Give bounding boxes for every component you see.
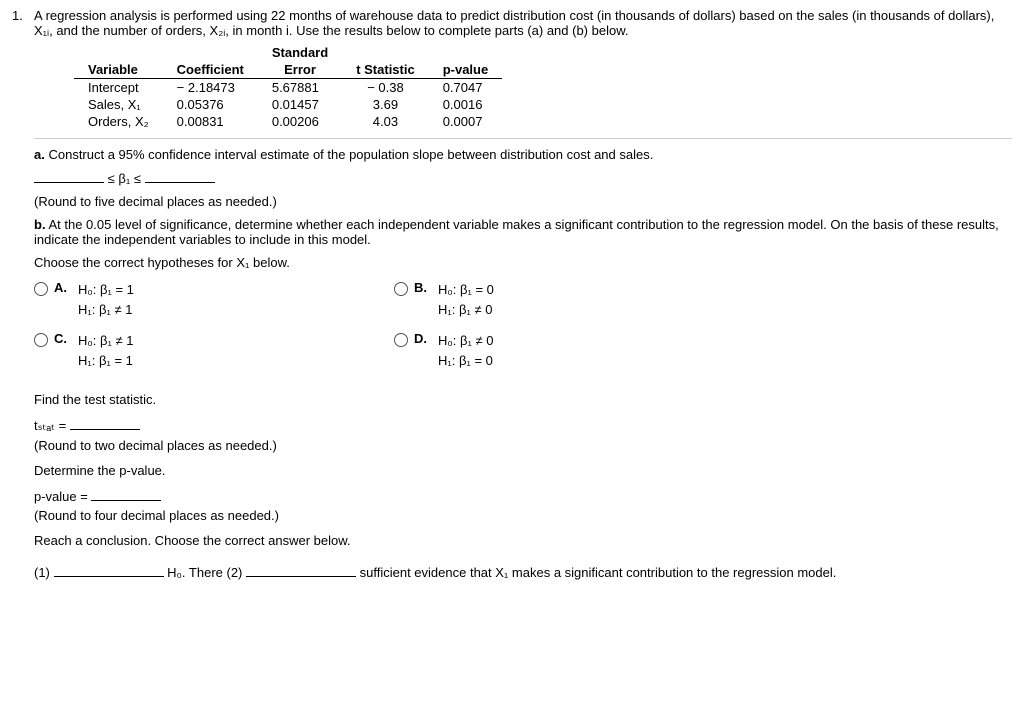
cell-coef: 0.00831 [163, 113, 258, 130]
part-a-hint: (Round to five decimal places as needed.… [34, 194, 1012, 209]
radio-d[interactable] [394, 333, 408, 347]
header-standard: Standard [258, 44, 342, 61]
radio-b[interactable] [394, 282, 408, 296]
tstat-hint: (Round to two decimal places as needed.) [34, 438, 1012, 453]
table-row: Intercept − 2.18473 5.67881 − 0.38 0.704… [74, 79, 502, 97]
choice-c-letter: C. [54, 331, 72, 346]
cell-se: 0.01457 [258, 96, 342, 113]
divider [34, 138, 1012, 139]
choice-d-h1: H₁: β₁ = 0 [438, 353, 493, 368]
part-b-text: At the 0.05 level of significance, deter… [34, 217, 999, 247]
ci-upper-input[interactable] [145, 170, 215, 183]
table-row: Sales, X₁ 0.05376 0.01457 3.69 0.0016 [74, 96, 502, 113]
ci-lower-input[interactable] [34, 170, 104, 183]
choice-c-h1: H₁: β₁ = 1 [78, 353, 133, 368]
conclusion-prompt: Reach a conclusion. Choose the correct a… [34, 533, 1012, 548]
question-number: 1. [12, 8, 34, 584]
tstat-label: tₛₜₐₜ = [34, 418, 66, 433]
choice-d-letter: D. [414, 331, 432, 346]
part-a-text: Construct a 95% confidence interval esti… [48, 147, 653, 162]
cell-variable: Sales, X₁ [74, 96, 163, 113]
cell-se: 5.67881 [258, 79, 342, 97]
pvalue-hint: (Round to four decimal places as needed.… [34, 508, 1012, 523]
conclusion-1: (1) [34, 565, 50, 580]
determine-pvalue: Determine the p-value. [34, 463, 1012, 478]
pvalue-input[interactable] [91, 488, 161, 501]
radio-c[interactable] [34, 333, 48, 347]
cell-t: − 0.38 [342, 79, 429, 97]
choice-a-letter: A. [54, 280, 72, 295]
table-row: Orders, X₂ 0.00831 0.00206 4.03 0.0007 [74, 113, 502, 130]
choice-c-h0: H₀: β₁ ≠ 1 [78, 333, 133, 348]
find-test-statistic: Find the test statistic. [34, 392, 1012, 407]
radio-a[interactable] [34, 282, 48, 296]
choose-hypotheses: Choose the correct hypotheses for X₁ bel… [34, 255, 1012, 270]
header-variable: Variable [74, 61, 163, 79]
regression-table: Standard Variable Coefficient Error t St… [74, 44, 502, 130]
cell-p: 0.0016 [429, 96, 503, 113]
header-coefficient: Coefficient [163, 61, 258, 79]
part-a-label: a. [34, 147, 45, 162]
pvalue-label: p-value = [34, 489, 88, 504]
choice-a-h0: H₀: β₁ = 1 [78, 282, 134, 297]
header-pvalue: p-value [429, 61, 503, 79]
tstat-input[interactable] [70, 417, 140, 430]
conclusion-mid: H₀. There (2) [167, 565, 242, 580]
cell-p: 0.0007 [429, 113, 503, 130]
choice-a-h1: H₁: β₁ ≠ 1 [78, 302, 132, 317]
cell-se: 0.00206 [258, 113, 342, 130]
cell-t: 3.69 [342, 96, 429, 113]
conclusion-end: sufficient evidence that X₁ makes a sign… [360, 565, 837, 580]
conclusion-blank-1[interactable] [54, 564, 164, 577]
cell-t: 4.03 [342, 113, 429, 130]
ci-inequality: ≤ β₁ ≤ [108, 171, 141, 186]
header-error: Error [258, 61, 342, 79]
conclusion-blank-2[interactable] [246, 564, 356, 577]
cell-coef: 0.05376 [163, 96, 258, 113]
cell-coef: − 2.18473 [163, 79, 258, 97]
choice-b-h0: H₀: β₁ = 0 [438, 282, 494, 297]
intro-text: A regression analysis is performed using… [34, 8, 1012, 38]
header-tstat: t Statistic [342, 61, 429, 79]
choice-b-letter: B. [414, 280, 432, 295]
choice-b-h1: H₁: β₁ ≠ 0 [438, 302, 492, 317]
choice-d-h0: H₀: β₁ ≠ 0 [438, 333, 493, 348]
cell-p: 0.7047 [429, 79, 503, 97]
cell-variable: Orders, X₂ [74, 113, 163, 130]
part-b-label: b. [34, 217, 46, 232]
cell-variable: Intercept [74, 79, 163, 97]
